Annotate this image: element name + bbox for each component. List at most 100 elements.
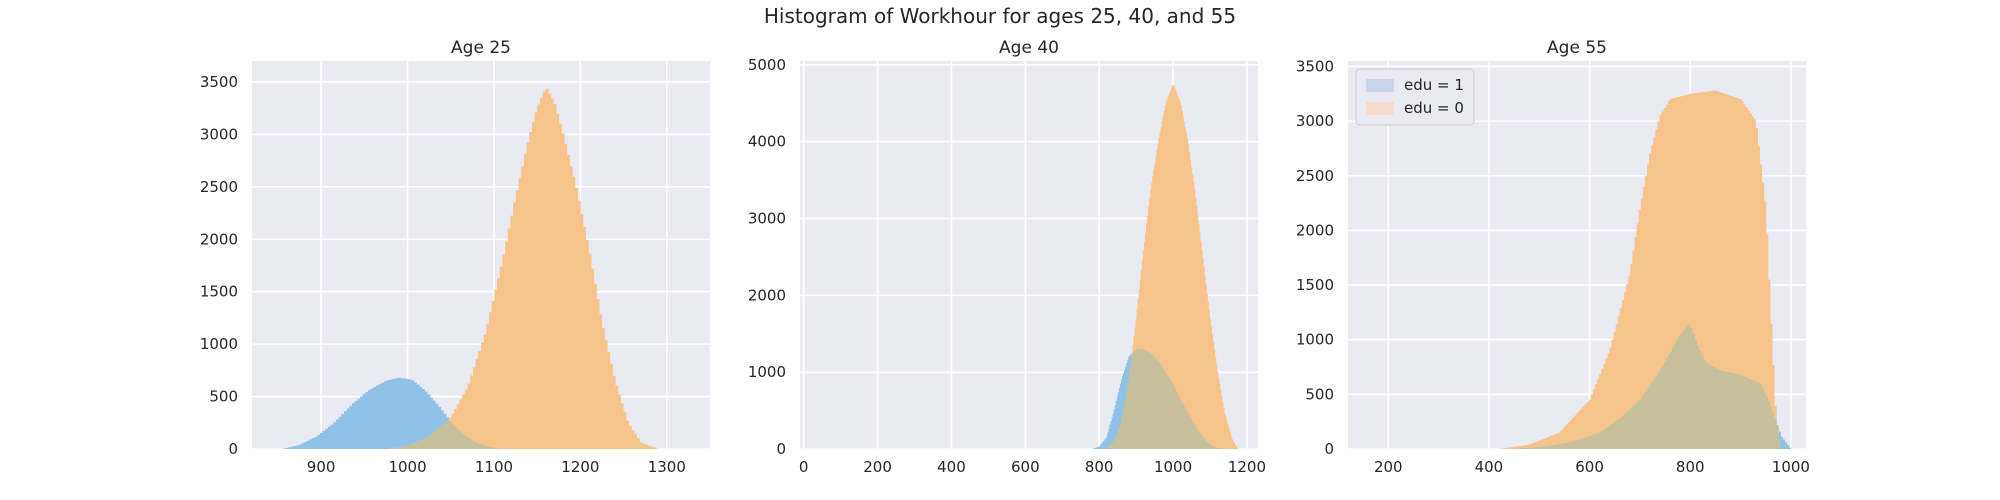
bar-edu0 — [451, 413, 455, 424]
bar-edu0 — [1139, 279, 1142, 350]
bar-overlap — [1147, 351, 1149, 449]
bar-edu0 — [1774, 405, 1777, 419]
bar-edu0 — [1154, 163, 1156, 358]
bar-edu0 — [1738, 98, 1742, 375]
bar-overlap — [1201, 435, 1203, 449]
bar-edu1 — [287, 447, 291, 449]
bar-edu0 — [1672, 98, 1675, 348]
y-tick-label: 1500 — [200, 283, 238, 301]
bar-edu0 — [1770, 324, 1773, 407]
bar-edu0 — [1188, 151, 1191, 415]
y-tick-label: 3000 — [748, 210, 786, 228]
bar-overlap — [1551, 444, 1554, 449]
bar-edu0 — [1607, 353, 1610, 427]
bar-edu0 — [1162, 116, 1165, 369]
bar-overlap — [1163, 369, 1166, 449]
bar-edu1 — [376, 385, 380, 449]
bar-overlap — [1157, 360, 1159, 449]
bar-overlap — [1617, 419, 1621, 449]
bar-overlap — [1565, 442, 1569, 449]
bar-edu0 — [1605, 358, 1608, 428]
bar-edu0 — [1174, 88, 1176, 387]
bar-edu0 — [1135, 318, 1138, 350]
x-tick-label: 200 — [1374, 458, 1403, 476]
bar-edu0 — [1759, 164, 1763, 384]
bar-edu1 — [1126, 363, 1128, 392]
bar-edu0 — [1202, 258, 1204, 437]
y-tick-label: 500 — [209, 388, 238, 406]
bar-edu0 — [1511, 447, 1514, 449]
bar-overlap — [1150, 352, 1152, 449]
bar-edu1 — [1122, 376, 1124, 416]
bar-edu0 — [1204, 275, 1206, 440]
bar-overlap — [1713, 367, 1717, 449]
bar-edu1 — [290, 446, 294, 449]
x-tick-label: 1000 — [388, 458, 426, 476]
bar-overlap — [1175, 389, 1177, 449]
bar-edu0 — [558, 123, 562, 450]
bar-edu0 — [625, 420, 630, 449]
bar-edu1 — [1129, 355, 1131, 371]
bar-edu1 — [1104, 439, 1106, 449]
bar-overlap — [1202, 436, 1204, 449]
bar-overlap — [1519, 448, 1523, 449]
bar-edu0 — [1653, 137, 1656, 379]
bar-overlap — [1204, 439, 1206, 449]
bar-edu0 — [1613, 331, 1617, 422]
bar-overlap — [1155, 358, 1157, 449]
bar-edu0 — [1210, 326, 1213, 445]
y-tick-label: 5000 — [748, 56, 786, 74]
bar-edu1 — [306, 440, 310, 449]
bar-edu0 — [1200, 241, 1202, 434]
bar-edu0 — [1147, 215, 1149, 352]
bar-edu0 — [1563, 426, 1567, 444]
bar-edu0 — [1170, 88, 1173, 382]
bar-edu1 — [435, 403, 439, 430]
bar-overlap — [1569, 441, 1573, 449]
bar-edu0 — [1747, 110, 1750, 378]
bar-edu0 — [1720, 92, 1723, 371]
bar-overlap — [1199, 432, 1201, 449]
bar-edu0 — [561, 133, 565, 450]
y-tick-label: 0 — [1324, 440, 1334, 458]
bar-overlap — [405, 445, 409, 449]
bar-overlap — [1630, 407, 1633, 449]
bar-overlap — [1751, 379, 1754, 449]
bar-overlap — [1747, 377, 1750, 449]
bar-edu1 — [352, 403, 356, 449]
bar-edu0 — [1515, 446, 1519, 449]
bar-overlap — [1615, 420, 1619, 449]
bar-edu0 — [1703, 91, 1706, 360]
bar-edu0 — [1194, 197, 1197, 427]
bar-overlap — [1592, 434, 1596, 449]
bar-edu1 — [1108, 428, 1110, 447]
bar-edu0 — [1158, 137, 1160, 362]
bar-overlap — [1722, 370, 1725, 449]
bar-overlap — [1561, 443, 1565, 449]
bar-overlap — [1186, 410, 1189, 449]
bar-overlap — [1640, 397, 1644, 449]
bar-edu1 — [1124, 369, 1126, 404]
bar-edu0 — [1622, 299, 1625, 416]
bar-edu0 — [1701, 92, 1704, 355]
bar-overlap — [1590, 435, 1594, 449]
bar-edu0 — [1765, 234, 1769, 397]
x-tick-label: 600 — [1011, 458, 1040, 476]
bar-edu0 — [1530, 443, 1533, 448]
bar-edu0 — [1208, 310, 1210, 444]
bar-overlap — [1182, 403, 1184, 449]
bar-overlap — [1194, 426, 1197, 449]
bar-overlap — [1112, 442, 1115, 449]
bar-overlap — [1559, 443, 1562, 449]
bar-edu0 — [1678, 96, 1681, 336]
bar-edu1 — [437, 406, 442, 428]
bar-edu1 — [1093, 448, 1096, 449]
bar-edu0 — [1528, 444, 1531, 448]
bar-edu1 — [1111, 417, 1114, 444]
bar-overlap — [1634, 403, 1638, 449]
bar-edu0 — [1542, 438, 1546, 447]
bar-overlap — [1763, 392, 1767, 449]
bar-overlap — [1653, 378, 1656, 449]
bar-edu1 — [303, 442, 307, 449]
